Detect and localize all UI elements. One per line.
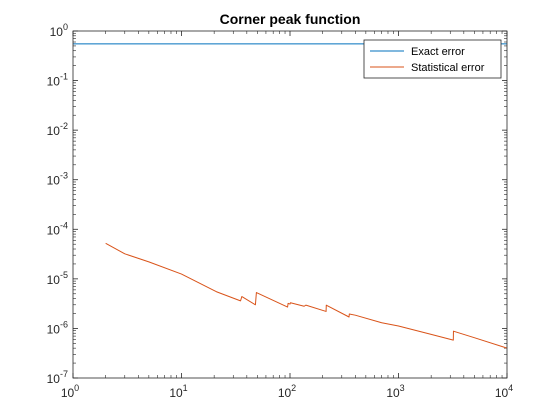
y-tick-base: 10 xyxy=(47,223,61,237)
legend-label: Exact error xyxy=(411,46,465,58)
y-tick-label: 10-5 xyxy=(47,270,68,287)
x-tick-base: 10 xyxy=(61,386,75,400)
x-tick-label: 101 xyxy=(169,383,187,400)
legend-label: Statistical error xyxy=(411,62,485,74)
axes-frame xyxy=(72,30,508,379)
y-tick-base: 10 xyxy=(47,75,61,89)
y-tick-label: 10-2 xyxy=(47,121,68,138)
plot-area xyxy=(73,31,507,378)
legend-box xyxy=(363,39,502,79)
axis-ticks xyxy=(72,30,508,379)
x-tick-base: 10 xyxy=(386,386,400,400)
y-tick-exponent: -6 xyxy=(60,319,68,329)
y-tick-exponent: 0 xyxy=(63,22,68,32)
y-tick-label: 10-3 xyxy=(47,171,68,188)
y-tick-base: 10 xyxy=(47,322,61,336)
y-tick-label: 10-4 xyxy=(47,220,68,237)
y-tick-exponent: -4 xyxy=(60,220,68,230)
x-tick-exponent: 2 xyxy=(291,383,296,393)
chart-title: Corner peak function xyxy=(220,11,361,27)
y-tick-label: 10-6 xyxy=(47,319,68,336)
y-tick-label: 10-7 xyxy=(47,369,68,386)
x-tick-exponent: 3 xyxy=(400,383,405,393)
x-tick-base: 10 xyxy=(278,386,292,400)
x-tick-exponent: 4 xyxy=(508,383,513,393)
y-tick-base: 10 xyxy=(50,25,64,39)
y-tick-label: 100 xyxy=(50,22,68,39)
y-tick-base: 10 xyxy=(47,273,61,287)
x-tick-exponent: 0 xyxy=(74,383,79,393)
y-tick-exponent: -2 xyxy=(60,121,68,131)
y-tick-base: 10 xyxy=(47,174,61,188)
y-tick-base: 10 xyxy=(47,372,61,386)
x-tick-label: 100 xyxy=(61,383,79,400)
y-tick-label: 10-1 xyxy=(47,72,68,89)
legend: Exact error Statistical error xyxy=(363,39,502,79)
x-tick-label: 102 xyxy=(278,383,296,400)
x-tick-labels: 100 101 102 103 104 xyxy=(61,383,513,400)
x-tick-label: 104 xyxy=(495,383,513,400)
x-tick-label: 103 xyxy=(386,383,404,400)
y-tick-exponent: -3 xyxy=(60,171,68,181)
series-line-statistical-error xyxy=(105,242,508,349)
y-tick-base: 10 xyxy=(47,124,61,138)
x-tick-base: 10 xyxy=(169,386,183,400)
x-tick-base: 10 xyxy=(495,386,509,400)
y-tick-exponent: -5 xyxy=(60,270,68,280)
x-tick-exponent: 1 xyxy=(183,383,188,393)
y-tick-exponent: -7 xyxy=(60,369,68,379)
y-tick-exponent: -1 xyxy=(60,72,68,82)
